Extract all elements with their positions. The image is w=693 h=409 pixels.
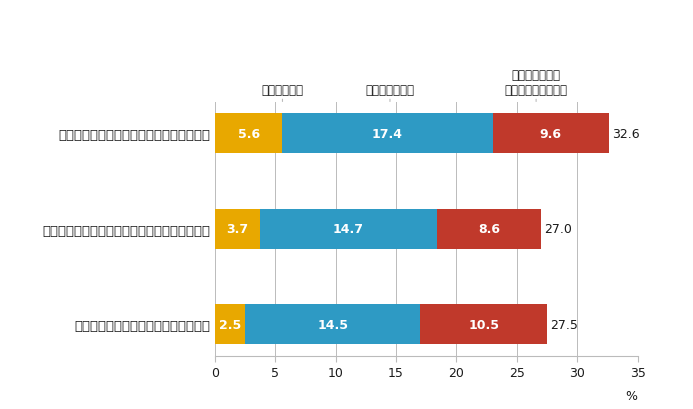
Bar [259,209,437,249]
Text: 32.6: 32.6 [612,127,640,140]
Text: 積極的に利用: 積極的に利用 [261,84,304,102]
Text: 17.4: 17.4 [372,127,403,140]
Bar [493,114,608,154]
Text: 27.5: 27.5 [551,318,579,331]
Text: 14.5: 14.5 [317,318,348,331]
Bar [215,114,283,154]
Bar [420,304,547,344]
Text: 5.6: 5.6 [238,127,260,140]
Bar [437,209,541,249]
Bar [215,209,259,249]
Text: 8.6: 8.6 [478,222,500,236]
Text: 10.5: 10.5 [468,318,499,331]
Bar [283,114,493,154]
Text: 3.7: 3.7 [226,222,248,236]
Text: 14.7: 14.7 [333,222,364,236]
Bar [245,304,420,344]
Text: 導入しているが
使いこなせていない: 導入しているが 使いこなせていない [505,69,568,102]
Text: それなりに利用: それなりに利用 [365,84,414,102]
Text: 9.6: 9.6 [540,127,561,140]
Text: 2.5: 2.5 [219,318,241,331]
Text: %: % [626,389,638,402]
Text: 27.0: 27.0 [545,222,572,236]
Bar [215,304,245,344]
